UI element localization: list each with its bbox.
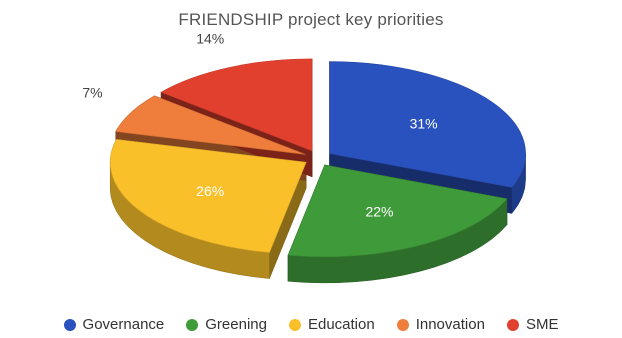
legend-label-governance: Governance	[82, 316, 165, 333]
legend-label-education: Education	[307, 316, 375, 333]
pie-slice-sme	[160, 58, 313, 152]
pie-chart: 31% 22% 26% 7% 14%	[82, 30, 526, 284]
pie-slice-education	[109, 139, 307, 253]
legend-swatch-greening	[186, 318, 199, 331]
legend-swatch-education	[288, 318, 301, 331]
chart-legend: Governance Greening Education Innovation…	[0, 316, 622, 333]
data-label-education: 26%	[196, 183, 224, 199]
legend-label-innovation: Innovation	[415, 316, 485, 333]
pie-slice-governance	[329, 61, 526, 188]
legend-label-sme: SME	[525, 316, 559, 333]
data-label-sme: 14%	[196, 30, 224, 46]
pie-slice-innovation	[115, 95, 306, 155]
legend-item-sme: SME	[506, 316, 559, 333]
chart-title: FRIENDSHIP project key priorities	[178, 10, 444, 29]
legend-swatch-sme	[506, 318, 519, 331]
legend-swatch-governance	[63, 318, 76, 331]
legend-item-governance: Governance	[63, 316, 165, 333]
data-label-governance: 31%	[410, 116, 438, 132]
legend-label-greening: Greening	[205, 316, 267, 333]
pie-slice-greening	[287, 164, 508, 258]
legend-item-greening: Greening	[186, 316, 267, 333]
legend-item-innovation: Innovation	[396, 316, 485, 333]
legend-item-education: Education	[288, 316, 375, 333]
data-label-greening: 22%	[365, 204, 393, 220]
legend-swatch-innovation	[396, 318, 409, 331]
data-label-innovation: 7%	[82, 84, 102, 100]
